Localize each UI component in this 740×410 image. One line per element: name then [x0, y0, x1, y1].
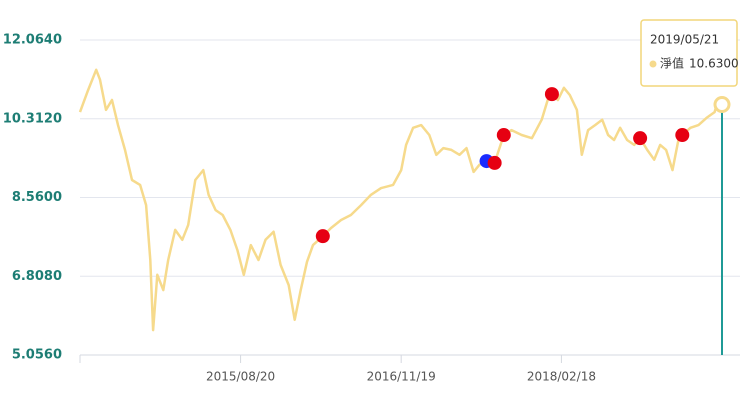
trade-marker: [675, 128, 690, 143]
trade-marker: [315, 229, 330, 244]
x-tick-label: 2015/08/20: [206, 370, 275, 384]
y-tick-label: 6.8080: [12, 269, 62, 284]
y-tick-label: 5.0560: [12, 348, 62, 363]
tooltip-date: 2019/05/21: [650, 33, 719, 47]
tooltip-value: 10.6300: [689, 57, 739, 71]
trade-marker: [487, 155, 502, 170]
trade-marker: [496, 128, 511, 143]
trade-marker: [633, 131, 648, 146]
tooltip: 2019/05/21 淨值 10.6300: [640, 19, 739, 87]
y-tick-label: 10.3120: [3, 111, 62, 126]
series-line: [78, 68, 723, 332]
x-tick-label: 2016/11/19: [367, 370, 436, 384]
tooltip-swatch: [649, 60, 657, 68]
hover-point: [713, 95, 731, 113]
trade-marker: [544, 87, 559, 102]
tooltip-series-name: 淨值: [660, 56, 684, 71]
tooltip-box: [640, 19, 738, 87]
x-tick-label: 2018/02/18: [527, 370, 596, 384]
y-tick-label: 12.0640: [3, 33, 62, 48]
y-tick-label: 8.5600: [12, 190, 62, 205]
